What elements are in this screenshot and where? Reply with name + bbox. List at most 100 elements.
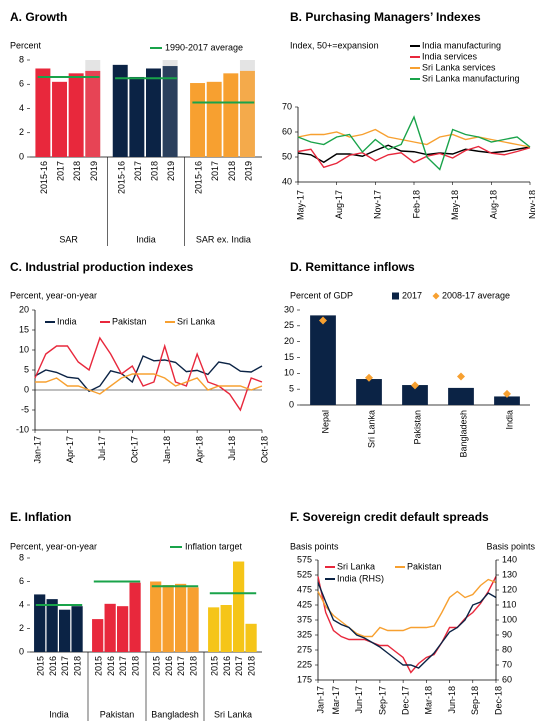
category-label: 2017	[234, 656, 244, 676]
bar	[34, 594, 46, 652]
y-axis-label: Basis points	[290, 541, 339, 551]
marker	[365, 373, 373, 382]
bar	[494, 396, 520, 405]
bar	[146, 68, 161, 157]
y-axis-label: Percent, year-on-year	[10, 541, 97, 551]
category-label: India	[504, 410, 514, 430]
x-tick-label: Mar-17	[331, 686, 341, 715]
x-tick-label: Sep-18	[470, 686, 480, 715]
category-label: 2015-16	[194, 161, 204, 194]
category-label: 2017	[210, 161, 220, 181]
legend-swatch	[432, 292, 440, 300]
bar	[162, 66, 178, 157]
y-tick-label: 2	[19, 127, 24, 137]
bar	[129, 582, 141, 652]
series-line	[297, 128, 531, 148]
x-tick-label: Jul-17	[97, 436, 107, 461]
y2-axis-label: Basis points	[486, 541, 535, 551]
y-tick-label: 6	[19, 79, 24, 89]
y-tick-label: 275	[297, 644, 312, 654]
x-tick-label: Jun-18	[447, 686, 457, 714]
category-label: Bangladesh	[458, 410, 468, 458]
legend-label: India	[57, 316, 77, 326]
bar	[356, 379, 382, 405]
legend-swatch	[392, 292, 399, 300]
category-label: 2018	[227, 161, 237, 181]
y-tick-label: 4	[19, 103, 24, 113]
chart-title: F. Sovereign credit default spreads	[290, 510, 489, 524]
bar	[85, 70, 101, 157]
category-label: 2016	[164, 656, 174, 676]
category-label: 2017	[56, 161, 66, 181]
bar	[402, 385, 428, 405]
x-tick-label: Dec-17	[401, 686, 411, 715]
y2-tick-label: 100	[502, 614, 517, 624]
bar	[92, 619, 104, 652]
x-tick-label: Aug-17	[334, 190, 344, 219]
bar	[175, 583, 187, 652]
category-label: 2017	[133, 161, 143, 181]
y-tick-label: 2	[19, 623, 24, 633]
y-tick-label: 8	[19, 552, 24, 562]
bar	[310, 315, 336, 405]
y-tick-label: -10	[16, 424, 29, 434]
category-label: 2018	[189, 656, 199, 676]
bar	[46, 599, 58, 652]
x-tick-label: Jul-18	[227, 436, 237, 461]
y2-tick-label: 140	[502, 554, 517, 564]
y2-tick-label: 90	[502, 629, 512, 639]
category-label: 2017	[176, 656, 186, 676]
bar	[59, 609, 71, 652]
bar	[117, 606, 129, 652]
y2-tick-label: 130	[502, 569, 517, 579]
x-tick-label: May-17	[295, 190, 305, 220]
bar	[68, 73, 84, 157]
category-label: 2019	[89, 161, 99, 181]
y-tick-label: 20	[284, 336, 294, 346]
y-tick-label: 10	[284, 368, 294, 378]
category-label: 2016	[48, 656, 58, 676]
category-label: 2018	[72, 161, 82, 181]
y-tick-label: 0	[24, 384, 29, 394]
x-tick-label: Dec-18	[493, 686, 503, 715]
bar	[448, 387, 474, 405]
chart-title: D. Remittance inflows	[290, 260, 415, 274]
category-label: 2018	[247, 656, 257, 676]
x-tick-label: Jun-17	[354, 686, 364, 714]
chart-title: C. Industrial production indexes	[10, 260, 194, 274]
bar	[162, 585, 174, 652]
bar	[206, 81, 222, 157]
bar	[150, 581, 162, 652]
category-label: 2016	[106, 656, 116, 676]
legend-label: Sri Lanka services	[422, 62, 496, 72]
bar	[233, 561, 245, 652]
series-line	[317, 578, 497, 638]
bar	[245, 623, 257, 652]
bar	[187, 587, 199, 652]
y-tick-label: 525	[297, 569, 312, 579]
y-tick-label: 475	[297, 584, 312, 594]
y-tick-label: 5	[24, 364, 29, 374]
x-tick-label: Mar-18	[424, 686, 434, 715]
x-tick-label: Jan-18	[162, 436, 172, 464]
legend-label: 2017	[402, 290, 422, 300]
category-label: 2017	[60, 656, 70, 676]
group-label: Sri Lanka	[214, 709, 252, 719]
y-axis-label: Percent of GDP	[290, 290, 353, 300]
marker	[411, 381, 419, 390]
series-line	[34, 336, 263, 412]
marker	[503, 389, 511, 398]
y-tick-label: 0	[19, 646, 24, 656]
y-tick-label: 20	[19, 304, 29, 314]
bar	[71, 606, 83, 652]
series-line	[34, 355, 263, 393]
category-label: Nepal	[320, 410, 330, 434]
category-label: 2015-16	[116, 161, 126, 194]
y2-tick-label: 70	[502, 659, 512, 669]
bar	[112, 64, 128, 157]
y-tick-label: 25	[284, 320, 294, 330]
category-label: 2019	[243, 161, 253, 181]
legend-label: Sri Lanka manufacturing	[422, 73, 520, 83]
y-tick-label: 15	[284, 352, 294, 362]
